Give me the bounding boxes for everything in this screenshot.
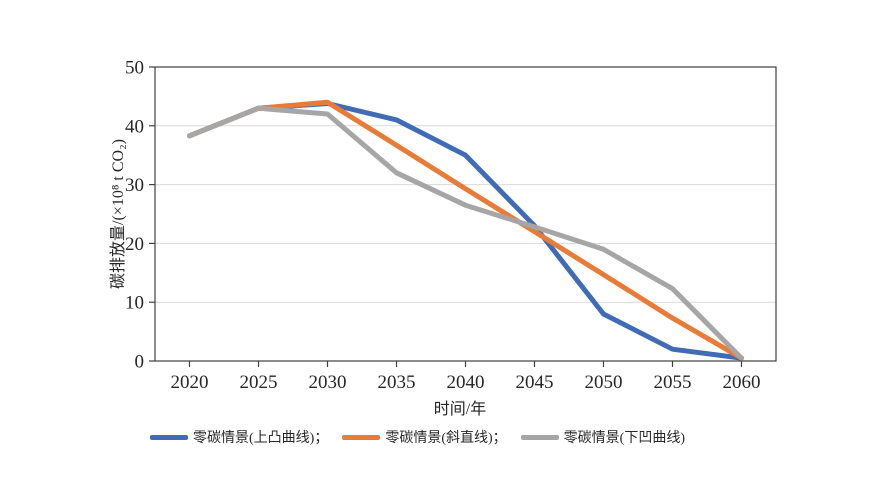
x-tick-label-2035: 2035 bbox=[378, 372, 416, 393]
series-line-2 bbox=[187, 105, 744, 361]
legend: 零碳情景(上凸曲线)； 零碳情景(斜直线)； 零碳情景(下凹曲线) bbox=[150, 427, 685, 447]
legend-swatch-straight bbox=[342, 434, 381, 440]
y-tick-label-40: 40 bbox=[125, 116, 144, 137]
series-line-1 bbox=[187, 99, 744, 361]
y-tick-label-30: 30 bbox=[125, 175, 144, 196]
legend-label-straight: 零碳情景(斜直线)； bbox=[385, 431, 507, 446]
x-tick-label-2025: 2025 bbox=[240, 372, 278, 393]
y-axis-title: 碳排放量/(×10⁸ t CO₂) bbox=[109, 139, 127, 289]
data-series bbox=[187, 99, 744, 361]
x-tick-label-2055: 2055 bbox=[654, 372, 692, 393]
x-tick-label-2020: 2020 bbox=[171, 372, 209, 393]
x-tick-label-2045: 2045 bbox=[516, 372, 554, 393]
x-tick-label-2030: 2030 bbox=[309, 372, 347, 393]
y-tick-label-50: 50 bbox=[125, 58, 144, 79]
legend-swatch-convex bbox=[150, 434, 188, 440]
legend-item-convex: 零碳情景(上凸曲线)； bbox=[150, 427, 328, 447]
y-tick-label-20: 20 bbox=[125, 234, 144, 255]
legend-label-concave: 零碳情景(下凹曲线) bbox=[563, 431, 685, 446]
x-tick-label-2050: 2050 bbox=[585, 372, 623, 393]
x-axis-title: 时间/年 bbox=[434, 400, 486, 418]
legend-item-concave: 零碳情景(下凹曲线) bbox=[520, 427, 685, 447]
axis-ticks bbox=[149, 66, 743, 367]
gridlines bbox=[155, 125, 776, 303]
legend-swatch-concave bbox=[520, 434, 559, 440]
y-tick-label-0: 0 bbox=[135, 352, 145, 373]
x-tick-label-2060: 2060 bbox=[723, 372, 761, 393]
x-tick-label-2040: 2040 bbox=[447, 372, 485, 393]
series-line-0 bbox=[187, 101, 744, 361]
y-tick-label-10: 10 bbox=[125, 293, 144, 314]
legend-item-straight: 零碳情景(斜直线)； bbox=[342, 427, 507, 447]
legend-label-convex: 零碳情景(上凸曲线)； bbox=[193, 431, 329, 446]
